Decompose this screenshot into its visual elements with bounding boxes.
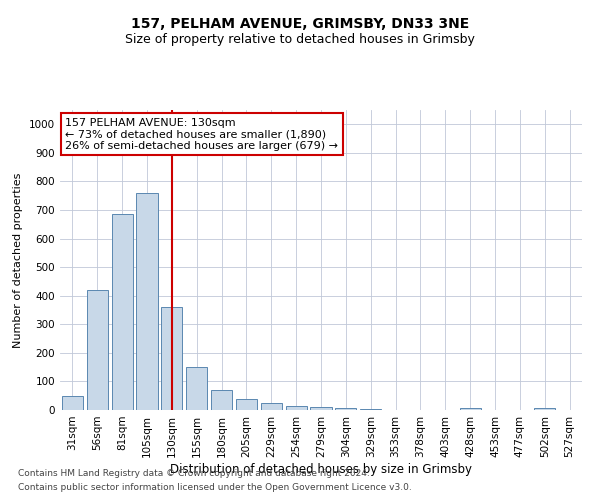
- Bar: [286, 406, 307, 410]
- X-axis label: Distribution of detached houses by size in Grimsby: Distribution of detached houses by size …: [170, 462, 472, 475]
- Text: Size of property relative to detached houses in Grimsby: Size of property relative to detached ho…: [125, 32, 475, 46]
- Bar: [335, 408, 356, 410]
- Bar: [136, 193, 158, 410]
- Text: 157 PELHAM AVENUE: 130sqm
← 73% of detached houses are smaller (1,890)
26% of se: 157 PELHAM AVENUE: 130sqm ← 73% of detac…: [65, 118, 338, 150]
- Bar: [360, 409, 381, 410]
- Bar: [112, 214, 133, 410]
- Y-axis label: Number of detached properties: Number of detached properties: [13, 172, 23, 348]
- Bar: [161, 307, 182, 410]
- Bar: [87, 290, 108, 410]
- Bar: [186, 367, 207, 410]
- Bar: [62, 396, 83, 410]
- Bar: [261, 403, 282, 410]
- Bar: [211, 390, 232, 410]
- Bar: [310, 407, 332, 410]
- Bar: [460, 408, 481, 410]
- Bar: [534, 408, 555, 410]
- Text: Contains HM Land Registry data © Crown copyright and database right 2024.: Contains HM Land Registry data © Crown c…: [18, 468, 370, 477]
- Text: 157, PELHAM AVENUE, GRIMSBY, DN33 3NE: 157, PELHAM AVENUE, GRIMSBY, DN33 3NE: [131, 18, 469, 32]
- Bar: [236, 399, 257, 410]
- Text: Contains public sector information licensed under the Open Government Licence v3: Contains public sector information licen…: [18, 484, 412, 492]
